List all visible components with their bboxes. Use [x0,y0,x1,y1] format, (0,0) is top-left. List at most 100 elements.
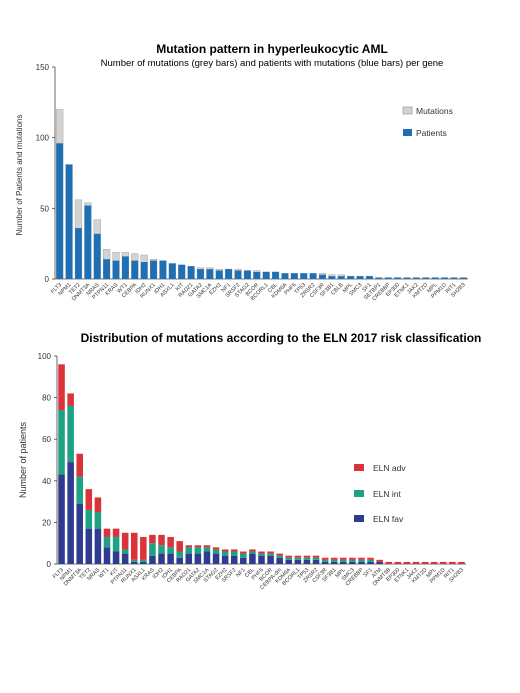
bar-segment-eln-fav [321,561,329,564]
bar-segment-eln-adv [149,534,156,544]
y-tick-label: 100 [38,352,52,361]
legend-swatch [402,106,413,115]
bar-patients [215,270,223,279]
legend-swatch [354,490,364,497]
bar-segment-eln-adv [76,453,83,477]
bar-patients [168,263,176,279]
bar-patients [65,164,73,279]
legend-label: Patients [416,128,447,138]
bar-patients [337,276,345,279]
bar-segment-eln-int [303,557,311,560]
bar-segment-eln-int [85,509,93,529]
legend-swatch [403,129,412,136]
x-tick-label: NF1 [220,282,232,294]
bar-segment-eln-fav [267,555,274,564]
bar-segment-eln-adv [285,555,293,558]
bar-segment-eln-fav [94,528,102,564]
bar-segment-eln-fav [167,553,174,564]
bar-segment-eln-adv [194,545,202,548]
bar-segment-eln-adv [203,545,211,548]
bar-segment-eln-int [58,410,65,475]
x-tick-label: CBL [244,567,256,579]
bar-segment-eln-fav [349,561,356,564]
bars-group [56,109,467,280]
bar-segment-eln-adv [221,549,229,552]
bar-segment-eln-fav [121,553,129,564]
bar-segment-eln-adv [176,541,183,552]
bar-segment-eln-int [312,557,320,560]
bar-segment-eln-int [67,405,74,463]
bar-patients [356,276,364,279]
bar-patients [394,277,401,279]
y-tick-label: 0 [47,560,52,569]
bar-segment-eln-fav [330,561,338,564]
y-tick-label: 150 [36,63,50,72]
bar-segment-eln-fav [158,553,165,564]
bar-segment-eln-adv [67,393,74,406]
bar-segment-eln-fav [258,555,265,564]
bar-patients [56,143,64,279]
bar-segment-eln-fav [212,553,220,564]
bar-segment-eln-adv [358,557,365,560]
chart-title: Mutation pattern in hyperleukocytic AML [156,42,388,56]
bar-patients [272,271,279,279]
y-axis-label: Number of Patients and mutations [15,115,24,236]
bar-segment-eln-fav [240,557,247,564]
bar-segment-eln-adv [140,536,147,560]
bar-patients [328,276,336,279]
bar-segment-eln-fav [294,559,302,564]
bar-patients [253,271,261,279]
bar-segment-eln-fav [376,561,383,564]
bar-segment-eln-adv [412,561,420,564]
y-tick-label: 80 [42,394,51,403]
bar-segment-eln-int [285,557,293,560]
bar-segment-eln-adv [330,557,338,560]
bar-segment-eln-int [185,547,193,554]
bar-patients [450,277,458,279]
bar-segment-eln-adv [403,561,411,564]
bar-patients [234,270,242,279]
y-axis-label: Number of patients [18,421,28,498]
chart-subtitle: Number of mutations (grey bars) and pati… [101,58,444,69]
bar-patients [75,228,82,279]
legend-label: ELN int [373,489,402,499]
bar-segment-eln-fav [230,555,238,564]
bar-patients [197,269,204,279]
bar-patients [290,273,298,279]
bar-segment-eln-adv [240,551,247,554]
bar-segment-eln-int [158,545,165,554]
bar-patients [122,256,129,279]
y-tick-label: 100 [36,134,50,143]
bar-segment-eln-fav [103,547,111,564]
bar-segment-eln-fav [176,557,183,564]
legend: Mutations Patients [402,106,453,138]
bar-segment-eln-adv [185,545,193,548]
bar-segment-eln-int [240,553,247,558]
bar-segment-eln-adv [258,551,265,554]
bar-patients [347,276,355,279]
bar-segment-eln-fav [203,551,211,564]
bar-segment-eln-fav [149,555,156,564]
bar-segment-eln-int [249,551,256,554]
bar-segment-eln-adv [440,561,447,564]
bar-segment-eln-int [94,512,102,529]
bar-segment-eln-int [203,547,211,552]
bar-segment-eln-adv [267,551,274,554]
bar-segment-eln-fav [194,553,202,564]
bar-patients [159,260,167,279]
bar-segment-eln-adv [376,559,383,562]
bar-segment-eln-fav [58,474,65,564]
bar-patients [281,273,289,279]
bar-segment-eln-fav [67,462,74,564]
bar-patients [150,260,157,279]
x-tick-label: KIT [175,282,186,293]
y-tick-label: 50 [40,204,49,213]
legend: ELN adv ELN int ELN fav [354,463,406,524]
bar-segment-eln-adv [130,532,138,560]
bar-segment-eln-fav [367,561,374,564]
bar-segment-eln-adv [449,561,456,564]
bar-patients [422,277,430,279]
legend-swatch [354,464,364,471]
bar-patients [412,277,420,279]
bar-patients [178,264,186,279]
